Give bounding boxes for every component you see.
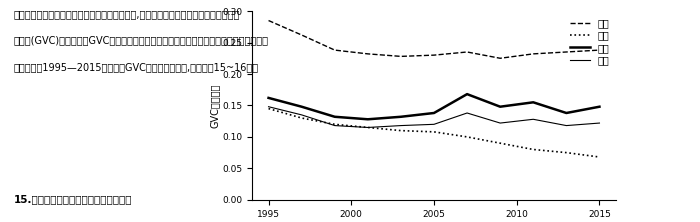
美洲 bbox=[397, 55, 405, 58]
亚洲 bbox=[330, 115, 339, 118]
欧洲 bbox=[363, 126, 372, 129]
美洲 bbox=[529, 53, 538, 55]
Line: 美洲: 美洲 bbox=[269, 21, 599, 58]
世界 bbox=[595, 122, 603, 124]
Line: 亚洲: 亚洲 bbox=[269, 94, 599, 119]
亚洲 bbox=[529, 101, 538, 104]
欧洲 bbox=[463, 136, 471, 138]
世界 bbox=[330, 124, 339, 127]
欧洲 bbox=[397, 129, 405, 132]
欧洲 bbox=[298, 117, 306, 119]
亚洲 bbox=[562, 112, 570, 114]
美洲 bbox=[298, 34, 306, 36]
欧洲 bbox=[265, 107, 273, 110]
美洲 bbox=[265, 19, 273, 22]
世界 bbox=[463, 112, 471, 114]
欧洲 bbox=[562, 151, 570, 154]
亚洲 bbox=[595, 105, 603, 108]
世界 bbox=[496, 122, 505, 124]
欧洲 bbox=[330, 123, 339, 126]
美洲 bbox=[330, 49, 339, 52]
亚洲 bbox=[265, 97, 273, 99]
亚洲 bbox=[298, 105, 306, 108]
美洲 bbox=[562, 51, 570, 53]
美洲 bbox=[363, 53, 372, 55]
Y-axis label: GVC地位指数: GVC地位指数 bbox=[209, 83, 219, 128]
亚洲 bbox=[496, 105, 505, 108]
Line: 世界: 世界 bbox=[269, 107, 599, 127]
Text: 15.可作为该行业的典型代表工业部门是: 15.可作为该行业的典型代表工业部门是 bbox=[14, 194, 132, 204]
Text: 价值链(GVC)地位不同。GVC地位指数高于该国家或地区在全部价值链中处于相对上游的环: 价值链(GVC)地位不同。GVC地位指数高于该国家或地区在全部价值链中处于相对上… bbox=[14, 36, 269, 46]
亚洲 bbox=[363, 118, 372, 121]
亚洲 bbox=[430, 112, 438, 114]
世界 bbox=[562, 124, 570, 127]
欧洲 bbox=[430, 131, 438, 133]
世界 bbox=[397, 124, 405, 127]
欧洲 bbox=[496, 142, 505, 145]
X-axis label: 年份: 年份 bbox=[428, 220, 440, 222]
欧洲 bbox=[529, 148, 538, 151]
美洲 bbox=[463, 51, 471, 53]
欧洲 bbox=[595, 156, 603, 158]
美洲 bbox=[496, 57, 505, 60]
世界 bbox=[265, 105, 273, 108]
亚洲 bbox=[397, 115, 405, 118]
Line: 欧洲: 欧洲 bbox=[269, 109, 599, 157]
世界 bbox=[430, 123, 438, 126]
美洲 bbox=[430, 54, 438, 56]
Text: 节。下图为1995—2015年某行业GVC地位指数变化图,据此完成15~16题。: 节。下图为1995—2015年某行业GVC地位指数变化图,据此完成15~16题。 bbox=[14, 62, 259, 72]
Text: 在经济全球化和全球产业转移不断深化的背景下,不同国家在国际分工生产中所处的全球: 在经济全球化和全球产业转移不断深化的背景下,不同国家在国际分工生产中所处的全球 bbox=[14, 9, 240, 19]
美洲 bbox=[595, 49, 603, 52]
世界 bbox=[529, 118, 538, 121]
Legend: 美洲, 欧洲, 亚洲, 世界: 美洲, 欧洲, 亚洲, 世界 bbox=[568, 16, 611, 67]
世界 bbox=[363, 126, 372, 129]
世界 bbox=[298, 114, 306, 116]
亚洲 bbox=[463, 93, 471, 95]
